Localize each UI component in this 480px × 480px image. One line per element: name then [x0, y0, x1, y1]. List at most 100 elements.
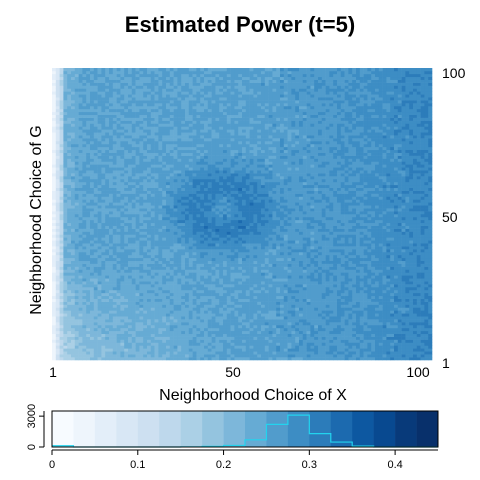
heatmap-cell [143, 330, 148, 335]
heatmap-cell [234, 298, 239, 302]
heatmap-cell [177, 304, 182, 308]
heatmap-cell [196, 351, 201, 355]
heatmap-cell [67, 68, 72, 72]
heatmap-cell [147, 327, 152, 332]
heatmap-cell [177, 351, 182, 355]
heatmap-cell [93, 237, 98, 241]
heatmap-cell [188, 257, 193, 262]
heatmap-cell [101, 348, 106, 352]
heatmap-cell [188, 324, 193, 329]
heatmap-cell [177, 100, 182, 104]
heatmap-cell [226, 342, 231, 346]
heatmap-cell [124, 117, 129, 121]
heatmap-cell [52, 307, 57, 311]
heatmap-cell [71, 126, 76, 130]
heatmap-cell [82, 228, 87, 232]
heatmap-cell [86, 278, 91, 282]
heatmap-cell [105, 254, 110, 259]
heatmap-cell [169, 281, 174, 285]
heatmap-cell [158, 149, 163, 153]
heatmap-cell [215, 231, 220, 235]
heatmap-cell [238, 199, 243, 203]
heatmap-cell [67, 260, 72, 264]
heatmap-cell [101, 132, 106, 136]
heatmap-cell [219, 257, 224, 262]
heatmap-cell [82, 289, 87, 294]
heatmap-cell [139, 254, 144, 259]
heatmap-cell [173, 170, 178, 174]
heatmap-cell [97, 208, 102, 212]
heatmap-cell [101, 178, 106, 183]
heatmap-cell [211, 336, 216, 340]
heatmap-cell [204, 330, 209, 335]
heatmap-cell [238, 202, 243, 206]
heatmap-cell [86, 254, 91, 259]
heatmap-cell [200, 190, 205, 194]
heatmap-cell [192, 94, 197, 98]
heatmap-cell [135, 240, 140, 244]
heatmap-cell [59, 266, 64, 270]
heatmap-cell [109, 199, 114, 203]
heatmap-cell [226, 82, 231, 86]
heatmap-cell [192, 339, 197, 343]
heatmap-cell [71, 108, 76, 113]
heatmap-cell [74, 73, 79, 78]
heatmap-cell [78, 70, 83, 75]
heatmap-cell [52, 146, 57, 151]
heatmap-cell [226, 324, 231, 329]
heatmap-cell [101, 82, 106, 86]
heatmap-cell [162, 243, 167, 247]
heatmap-cell [166, 339, 171, 343]
heatmap-cell [158, 327, 163, 332]
heatmap-cell [181, 287, 186, 291]
heatmap-cell [128, 170, 133, 174]
heatmap-cell [177, 111, 182, 116]
heatmap-cell [215, 82, 220, 86]
heatmap-cell [169, 310, 174, 314]
heatmap-cell [207, 216, 212, 221]
heatmap-cell [86, 193, 91, 197]
heatmap-cell [200, 249, 205, 253]
heatmap-cell [185, 284, 190, 288]
heatmap-cell [204, 269, 209, 273]
heatmap-cell [128, 322, 133, 326]
heatmap-cell [181, 117, 186, 121]
heatmap-cell [162, 295, 167, 299]
heatmap-cell [211, 100, 216, 104]
heatmap-cell [223, 85, 228, 89]
heatmap-cell [150, 284, 155, 288]
heatmap-cell [78, 322, 83, 326]
heatmap-cell [128, 149, 133, 153]
heatmap-cell [207, 146, 212, 151]
heatmap-cell [71, 316, 76, 320]
heatmap-cell [71, 94, 76, 98]
heatmap-cell [215, 257, 220, 262]
heatmap-cell [139, 190, 144, 194]
heatmap-cell [67, 284, 72, 288]
heatmap-cell [120, 225, 125, 229]
heatmap-cell [90, 184, 95, 189]
heatmap-cell [124, 146, 129, 151]
heatmap-cell [154, 269, 159, 273]
heatmap-cell [154, 199, 159, 203]
heatmap-cell [188, 205, 193, 209]
heatmap-cell [78, 351, 83, 355]
heatmap-cell [67, 272, 72, 276]
heatmap-cell [74, 351, 79, 355]
heatmap-cell [188, 243, 193, 247]
heatmap-cell [234, 348, 239, 352]
heatmap-cell [139, 91, 144, 95]
heatmap-cell [63, 146, 68, 151]
heatmap-cell [162, 187, 167, 191]
heatmap-cell [181, 301, 186, 305]
heatmap-cell [74, 216, 79, 221]
heatmap-cell [112, 310, 117, 314]
heatmap-cell [188, 138, 193, 142]
heatmap-cell [105, 146, 110, 151]
heatmap-cell [67, 243, 72, 247]
heatmap-cell [124, 91, 129, 95]
heatmap-cell [173, 295, 178, 299]
heatmap-cell [135, 228, 140, 232]
heatmap-cell [97, 289, 102, 294]
heatmap-cell [143, 322, 148, 326]
